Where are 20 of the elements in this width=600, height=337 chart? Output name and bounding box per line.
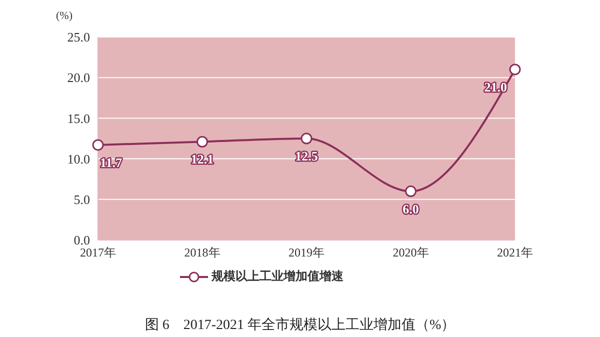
y-tick-label: 10.0 [67,151,90,166]
point [405,186,416,198]
point [196,136,208,148]
y-tick-label: 20.0 [67,70,90,86]
y-tick-label: 15.0 [67,110,90,126]
x-tick-label: 2021年 [497,246,533,260]
x-tick-label: 2017年 [80,246,116,260]
x-tick-label: 2019年 [288,246,324,260]
data-label: 6.0 [402,201,419,216]
y-tick-label: 25.0 [67,30,90,45]
point [300,132,312,144]
point [509,64,521,76]
y-tick-label: 5.0 [74,192,90,208]
point [92,139,104,151]
x-tick-label: 2018年 [184,246,220,260]
x-tick-label: 2020年 [392,246,429,260]
y-tick-label: 0.0 [74,232,90,248]
y-axis-title: (%) [56,10,72,22]
text: 图 6 2017-2021 年全市规模以上工业增加值（%） [144,316,456,334]
legend-label: 规模以上工业增加值增速 [212,268,344,285]
